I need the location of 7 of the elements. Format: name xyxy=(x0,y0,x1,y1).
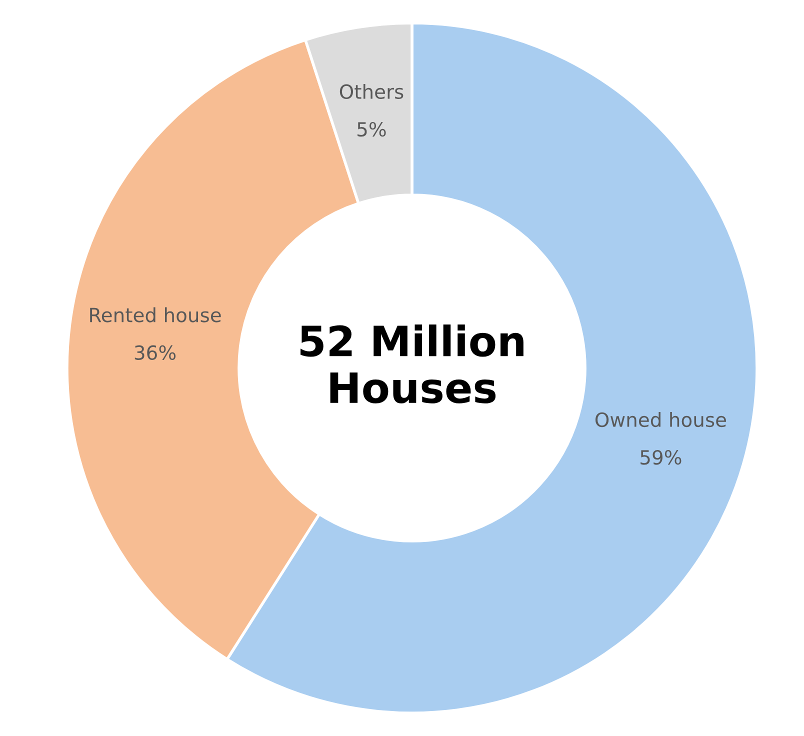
slice-label: Others xyxy=(340,84,404,100)
text: 52 Million Houses xyxy=(300,324,524,404)
data-label: 36% xyxy=(134,345,176,360)
data-label: 59% xyxy=(640,450,682,465)
slice-label: Owned house xyxy=(595,412,726,428)
slice-label: Rented house xyxy=(90,307,221,322)
data-label: 5% xyxy=(358,122,386,137)
